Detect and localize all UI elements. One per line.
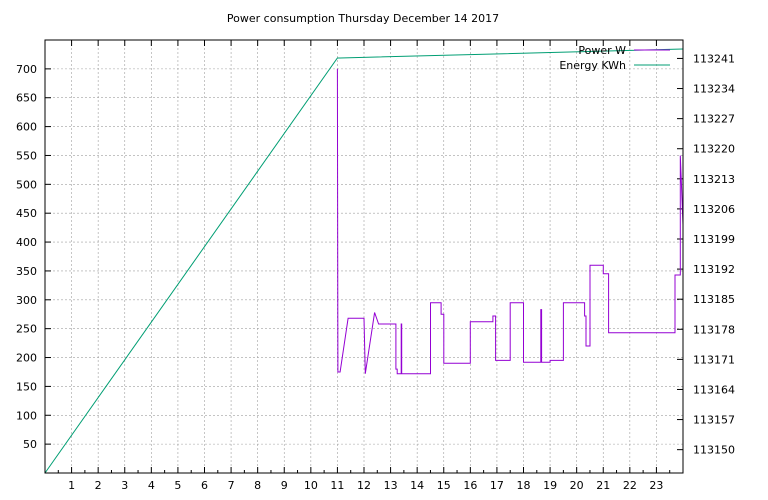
y2-tick-label: 113220 (693, 143, 735, 156)
x-tick-label: 23 (649, 479, 663, 492)
x-tick-label: 17 (490, 479, 504, 492)
y2-tick-label: 113206 (693, 203, 735, 216)
x-tick-label: 9 (281, 479, 288, 492)
y2-tick-label: 113171 (693, 353, 735, 366)
x-tick-label: 20 (570, 479, 584, 492)
y2-tick-label: 113234 (693, 83, 735, 96)
y2-tick-label: 113192 (693, 263, 735, 276)
y-tick-label: 200 (16, 352, 37, 365)
y-tick-label: 600 (16, 121, 37, 134)
series-line-energy-kwh (44, 48, 684, 474)
y-tick-label: 350 (16, 265, 37, 278)
x-tick-label: 1 (68, 479, 75, 492)
x-tick-label: 15 (437, 479, 451, 492)
y-tick-label: 300 (16, 294, 37, 307)
y2-tick-label: 113185 (693, 293, 735, 306)
y2-tick-label: 113241 (693, 52, 735, 65)
plot-frame (44, 39, 684, 474)
x-tick-label: 6 (201, 479, 208, 492)
x-tick-label: 16 (463, 479, 477, 492)
y-tick-label: 500 (16, 178, 37, 191)
series-group (44, 48, 684, 474)
y-tick-label: 400 (16, 236, 37, 249)
y2-tick-label: 113227 (693, 113, 735, 126)
legend-label: Energy KWh (559, 59, 626, 72)
y-tick-label: 150 (16, 380, 37, 393)
grid (45, 40, 683, 473)
x-tick-label: 22 (623, 479, 637, 492)
x-tick-label: 7 (228, 479, 235, 492)
x-tick-label: 3 (121, 479, 128, 492)
axis-ticks: 1 2 3 4 5 6 7 8 9 10 11 12 13 14 15 16 17 18 19 20 21 22 23501… (16, 40, 735, 492)
legend-label: Power W (578, 44, 626, 57)
x-tick-label: 11 (330, 479, 344, 492)
x-tick-label: 18 (517, 479, 531, 492)
y2-tick-label: 113157 (693, 414, 735, 427)
chart-title: Power consumption Thursday December 14 2… (227, 12, 499, 25)
y-tick-label: 650 (16, 92, 37, 105)
y2-tick-label: 113199 (693, 233, 735, 246)
x-tick-label: 13 (384, 479, 398, 492)
x-tick-label: 12 (357, 479, 371, 492)
x-tick-label: 2 (95, 479, 102, 492)
y-tick-label: 700 (16, 63, 37, 76)
x-tick-label: 21 (596, 479, 610, 492)
y-tick-label: 250 (16, 323, 37, 336)
y-tick-label: 550 (16, 149, 37, 162)
y-tick-label: 50 (23, 438, 37, 451)
y2-tick-label: 113150 (693, 444, 735, 457)
x-tick-label: 4 (148, 479, 155, 492)
legend: Power W Energy KWh (559, 44, 670, 72)
series-line-power-w (336, 68, 684, 375)
x-tick-label: 19 (543, 479, 557, 492)
y2-tick-label: 113164 (693, 383, 735, 396)
y2-tick-label: 113178 (693, 323, 735, 336)
y-tick-label: 450 (16, 207, 37, 220)
x-tick-label: 8 (254, 479, 261, 492)
x-tick-label: 5 (174, 479, 181, 492)
y2-tick-label: 113213 (693, 173, 735, 186)
x-tick-label: 14 (410, 479, 424, 492)
x-tick-label: 10 (304, 479, 318, 492)
y-tick-label: 100 (16, 409, 37, 422)
